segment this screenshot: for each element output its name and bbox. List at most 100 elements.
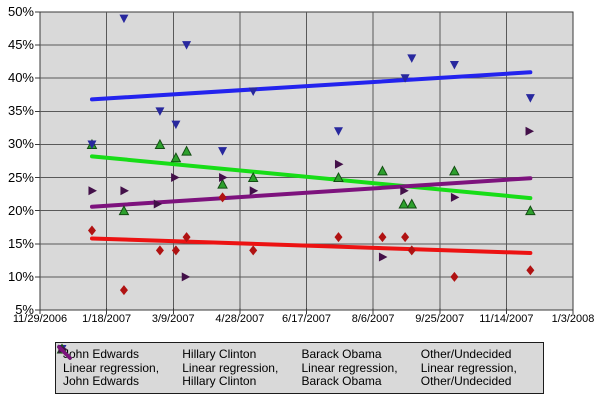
marker-barack-obama (398, 198, 410, 209)
marker-hillary-clinton (218, 147, 228, 156)
legend-regression-prefix: Linear regression, (182, 361, 279, 375)
x-tick-label: 6/17/2007 (282, 313, 331, 325)
x-tick-label: 1/3/2008 (551, 313, 595, 325)
x-tick-label: 3/9/2007 (151, 313, 195, 325)
y-tick-label: 35% (7, 103, 34, 119)
y-tick-label: 40% (7, 70, 34, 86)
legend-item-barack-obama: Barack Obama Linear regression, Barack Oba… (56, 343, 419, 391)
regression-line-other-undecided (89, 176, 533, 209)
marker-john-edwards (155, 245, 164, 256)
marker-other-undecided (88, 186, 97, 196)
legend-regression-row: Linear regression, Hillary Clinton (57, 345, 299, 388)
legend-item-other-undecided: Other/Undecided Linear regression, Other/U… (57, 344, 538, 391)
y-tick-label: 15% (7, 235, 34, 251)
legend-regression-prefix: Linear regression, (420, 361, 517, 375)
marker-barack-obama (333, 171, 344, 183)
marker-hillary-clinton (155, 107, 165, 116)
marker-hillary-clinton (333, 127, 343, 136)
marker-other-undecided (400, 186, 409, 196)
marker-barack-obama (154, 138, 166, 149)
x-tick-label: 9/25/2007 (415, 313, 465, 325)
x-tick-label: 8/6/2007 (351, 313, 395, 325)
legend-regression-row: Linear regression, Barack Obama (57, 345, 419, 388)
legend-series-row: Hillary Clinton (57, 345, 299, 361)
y-tick-label: 5% (15, 302, 34, 317)
x-tick-label: 4/28/2007 (215, 313, 265, 325)
marker-hillary-clinton (171, 120, 181, 130)
regression-line-john-edwards (89, 236, 533, 256)
marker-hillary-clinton (400, 74, 410, 83)
legend-regression-label: Linear regression, Other/Undecided (421, 362, 517, 388)
legend-regression-series: Other/Undecided (420, 374, 512, 388)
marker-hillary-clinton (248, 87, 258, 96)
marker-john-edwards (249, 245, 258, 256)
marker-john-edwards (526, 265, 535, 276)
y-tick-label: 45% (7, 37, 34, 53)
legend: John Edwards Linear regression, John Edwar… (55, 342, 544, 394)
marker-hillary-clinton (407, 54, 417, 63)
marker-other-undecided (334, 159, 344, 169)
y-tick-label: 20% (7, 202, 34, 218)
marker-john-edwards (334, 232, 343, 243)
legend-series-label: Hillary Clinton (182, 346, 257, 361)
marker-hillary-clinton (182, 41, 192, 50)
marker-hillary-clinton (449, 60, 459, 70)
legend-regression-series: Hillary Clinton (182, 374, 257, 388)
legend-regression-series: Barack Obama (301, 374, 382, 388)
marker-hillary-clinton (119, 14, 129, 24)
marker-barack-obama (181, 145, 192, 156)
legend-series-row: Barack Obama (56, 343, 419, 361)
x-tick-label: 1/18/2007 (82, 313, 132, 325)
marker-barack-obama (247, 171, 259, 183)
y-tick-label: 30% (7, 136, 34, 152)
marker-other-undecided (181, 272, 191, 282)
legend-regression-prefix: Linear regression, (301, 361, 398, 375)
marker-other-undecided (219, 173, 228, 183)
x-tick-label: 11/14/2007 (479, 313, 534, 325)
marker-john-edwards (171, 245, 180, 256)
legend-series-row: Other/Undecided (58, 344, 538, 361)
marker-john-edwards (378, 232, 387, 243)
y-tick-label: 50% (7, 4, 34, 19)
legend-series-label: John Edwards (63, 346, 140, 361)
legend-regression-series: John Edwards (63, 374, 140, 388)
legend-regression-row: Linear regression, John Edwards (57, 345, 180, 388)
marker-barack-obama (170, 152, 182, 163)
marker-john-edwards (119, 285, 128, 296)
legend-regression-row: Linear regression, Other/Undecided (57, 345, 538, 388)
marker-other-undecided (171, 173, 180, 183)
marker-other-undecided (450, 192, 460, 202)
y-tick-label: 25% (7, 169, 34, 185)
marker-other-undecided (249, 186, 259, 196)
marker-john-edwards (407, 245, 416, 256)
regression-line-hillary-clinton (89, 70, 533, 102)
marker-barack-obama (377, 165, 388, 176)
legend-item-john-edwards: John Edwards Linear regression, John Edwar… (57, 344, 180, 391)
marker-other-undecided (153, 199, 163, 209)
marker-other-undecided (525, 126, 535, 136)
marker-john-edwards (182, 232, 191, 243)
marker-john-edwards (218, 192, 227, 203)
marker-barack-obama (449, 165, 460, 176)
marker-other-undecided (378, 252, 388, 262)
legend-regression-prefix: Linear regression, (63, 361, 160, 375)
marker-john-edwards (450, 271, 459, 282)
regression-line-barack-obama (89, 154, 533, 201)
legend-series-label: Other/Undecided (420, 346, 512, 361)
marker-other-undecided (120, 186, 129, 196)
marker-barack-obama (217, 178, 228, 189)
legend-item-hillary-clinton: Hillary Clinton Linear regression, Hillary… (57, 345, 299, 391)
x-tick-label: 11/29/2006 (12, 313, 68, 325)
legend-series-row: John Edwards (58, 344, 180, 361)
marker-hillary-clinton (87, 140, 97, 149)
marker-barack-obama (118, 205, 130, 216)
marker-barack-obama (406, 198, 418, 209)
marker-john-edwards (401, 232, 410, 243)
legend-regression-label: Linear regression, John Edwards (63, 362, 159, 388)
marker-barack-obama (525, 205, 536, 216)
y-tick-label: 10% (7, 268, 34, 284)
marker-john-edwards (87, 225, 96, 236)
legend-series-label: Barack Obama (301, 346, 382, 361)
